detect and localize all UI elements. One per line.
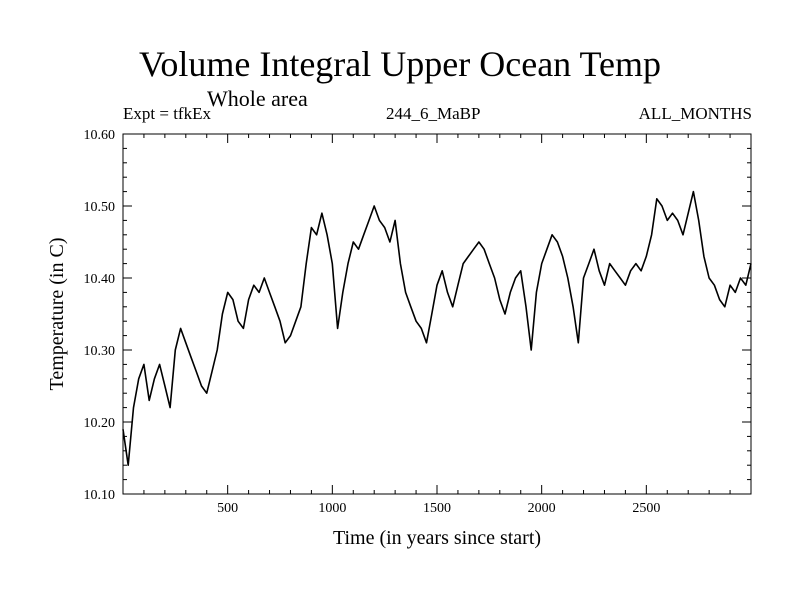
y-axis-label: Temperature (in C) xyxy=(46,238,68,391)
chart-title: Volume Integral Upper Ocean Temp xyxy=(139,44,661,84)
x-tick-label: 2500 xyxy=(632,501,660,516)
run-id-label: 244_6_MaBP xyxy=(386,104,481,123)
chart-subtitle: Whole area xyxy=(207,86,308,111)
y-tick-label: 10.60 xyxy=(84,128,116,143)
y-tick-label: 10.20 xyxy=(84,416,116,431)
plot-layer: 500 1000 1500 2000 2500 10.10 10.20 10.30 10.40 1… xyxy=(46,128,752,549)
x-tick-label: 2000 xyxy=(528,501,556,516)
y-tick-label: 10.40 xyxy=(84,272,116,287)
y-tick-label: 10.10 xyxy=(84,488,116,503)
months-label: ALL_MONTHS xyxy=(638,104,752,123)
experiment-label: Expt = tfkEx xyxy=(123,104,211,123)
x-axis-label: Time (in years since start) xyxy=(333,527,541,549)
x-tick-label: 500 xyxy=(217,501,238,516)
y-tick-label: 10.30 xyxy=(84,344,116,359)
x-tick-label: 1500 xyxy=(423,501,451,516)
series-line xyxy=(122,190,752,467)
y-tick-label: 10.50 xyxy=(84,200,116,215)
x-tick-label: 1000 xyxy=(318,501,346,516)
plot-frame xyxy=(122,133,752,495)
